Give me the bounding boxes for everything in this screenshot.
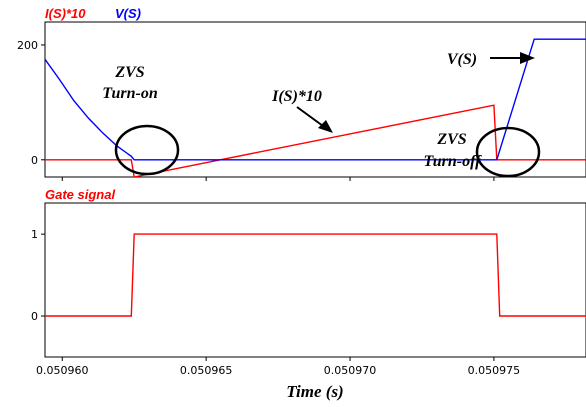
bottom-xtick-label-1: 0.050965 xyxy=(180,364,233,377)
bottom-y-ticks: 01 xyxy=(31,228,45,323)
top-series-i-s-10 xyxy=(45,104,586,177)
bottom-xtick-label-3: 0.050975 xyxy=(468,364,521,377)
annotation-zvs-on: ZVS xyxy=(114,64,144,81)
bottom-series-gate-signal xyxy=(45,233,586,317)
arrow-vs-head xyxy=(520,52,535,64)
annotation-zvs-off: ZVS xyxy=(436,131,466,148)
bottom-x-ticks: 0.050960 0.050965 0.050970 0.050975 xyxy=(36,357,520,377)
top-ytick-label-1: 200 xyxy=(17,39,38,52)
annotation-turn-on: Turn-on xyxy=(102,85,158,102)
x-axis-label: Time (s) xyxy=(286,382,343,401)
bottom-ytick-label-1: 1 xyxy=(31,228,38,241)
annotation-is-label: I(S)*10 xyxy=(271,88,322,105)
legend-is: I(S)*10 xyxy=(45,6,86,21)
bottom-panel: Gate signal 01 0.050960 0.050965 0.050970 0… xyxy=(31,187,586,401)
bottom-xtick-label-2: 0.050970 xyxy=(324,364,377,377)
arrow-is-line xyxy=(296,106,324,127)
annotation-turn-off: Turn-off xyxy=(424,153,483,170)
legend-vs: V(S) xyxy=(115,6,141,21)
circle-turn-off xyxy=(475,126,541,178)
arrow-is-head xyxy=(318,120,333,133)
bottom-xtick-label-0: 0.050960 xyxy=(36,364,89,377)
annotation-vs-label: V(S) xyxy=(447,51,477,68)
bottom-series xyxy=(45,233,586,317)
bottom-ytick-label-0: 0 xyxy=(31,310,38,323)
top-ytick-label-0: 0 xyxy=(31,154,38,167)
top-panel: I(S)*10 V(S) 0 200 ZVS Turn-on I(S)*10 V(… xyxy=(17,6,586,181)
legend-gate: Gate signal xyxy=(45,187,115,202)
circle-turn-on xyxy=(114,124,180,176)
top-x-ticks xyxy=(61,177,495,181)
bottom-plot-frame xyxy=(44,202,586,358)
top-y-ticks: 0 200 xyxy=(17,39,45,167)
